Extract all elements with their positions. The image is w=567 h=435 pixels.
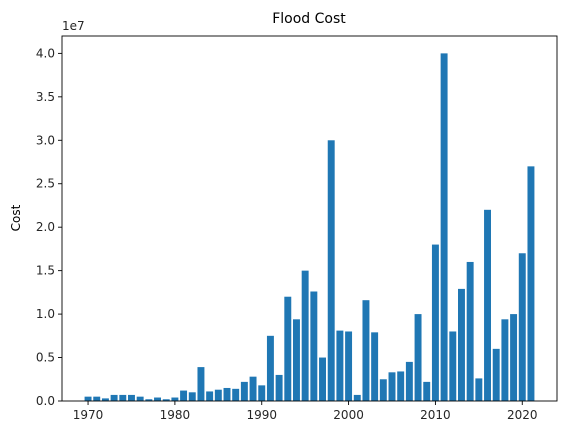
bar-2007 bbox=[405, 361, 413, 401]
y-tick-label: 1.0 bbox=[36, 307, 55, 321]
bar-1991 bbox=[266, 335, 274, 401]
y-ticks-group: 0.0 0.5 1.0 1.5 2.0 2.5 3.0 3.5 4.0 bbox=[36, 46, 62, 408]
x-tick-label: 1980 bbox=[160, 408, 191, 422]
bar-1990 bbox=[258, 385, 266, 401]
bar-1987 bbox=[232, 388, 240, 401]
bar-1989 bbox=[249, 376, 257, 401]
bar-2008 bbox=[414, 314, 422, 401]
bar-1985 bbox=[214, 389, 222, 401]
y-tick-label: 0.5 bbox=[36, 351, 55, 365]
bar-1971 bbox=[93, 396, 101, 401]
plot-frame bbox=[61, 35, 558, 402]
bar-1998 bbox=[327, 140, 335, 402]
bar-1976 bbox=[136, 396, 144, 401]
bar-1973 bbox=[110, 394, 118, 401]
bar-1982 bbox=[188, 392, 196, 401]
y-axis-label: Cost bbox=[9, 204, 23, 231]
bar-1992 bbox=[275, 374, 283, 401]
y-tick-label: 4.0 bbox=[36, 46, 55, 60]
bar-1983 bbox=[197, 367, 205, 401]
bar-2019 bbox=[510, 314, 518, 401]
bar-1996 bbox=[310, 291, 318, 401]
bar-1993 bbox=[284, 296, 292, 401]
bar-2012 bbox=[449, 331, 457, 401]
bar-1972 bbox=[101, 398, 109, 401]
y-offset-label: 1e7 bbox=[62, 19, 85, 33]
bar-1997 bbox=[319, 357, 326, 401]
bar-1975 bbox=[128, 394, 135, 401]
bar-2002 bbox=[362, 300, 370, 401]
x-tick-label: 1990 bbox=[246, 408, 277, 422]
y-tick-label: 2.5 bbox=[36, 177, 55, 191]
bar-2018 bbox=[501, 319, 509, 401]
bar-2004 bbox=[379, 379, 387, 401]
bar-2000 bbox=[345, 331, 353, 401]
bar-2009 bbox=[423, 381, 431, 401]
y-tick-label: 0.0 bbox=[36, 394, 55, 408]
bar-1999 bbox=[336, 330, 344, 401]
bar-1994 bbox=[293, 319, 300, 401]
x-tick-label: 2010 bbox=[420, 408, 451, 422]
bar-2021 bbox=[527, 166, 535, 401]
bar-2016 bbox=[484, 209, 491, 401]
y-tick-label: 2.0 bbox=[36, 220, 55, 234]
bar-1970 bbox=[84, 396, 92, 401]
bar-2015 bbox=[475, 378, 483, 401]
bar-1981 bbox=[180, 390, 188, 401]
bar-2003 bbox=[371, 332, 379, 401]
bar-1995 bbox=[301, 270, 309, 401]
bar-2001 bbox=[353, 394, 361, 401]
x-ticks-group: 1970 1980 1990 2000 2010 2020 bbox=[73, 401, 538, 422]
bar-2014 bbox=[466, 261, 474, 401]
bar-1979 bbox=[162, 399, 170, 401]
bar-1984 bbox=[206, 391, 214, 401]
y-tick-label: 3.0 bbox=[36, 133, 55, 147]
bar-2011 bbox=[440, 53, 448, 401]
chart-title: Flood Cost bbox=[272, 11, 346, 27]
x-tick-label: 2000 bbox=[333, 408, 364, 422]
bar-1977 bbox=[145, 399, 153, 401]
bar-1986 bbox=[223, 387, 231, 401]
bar-1974 bbox=[119, 394, 127, 401]
bar-2013 bbox=[458, 288, 465, 401]
bar-1980 bbox=[171, 397, 179, 401]
x-tick-label: 2020 bbox=[507, 408, 538, 422]
bar-2017 bbox=[492, 348, 500, 401]
bar-2006 bbox=[397, 371, 405, 401]
y-tick-label: 1.5 bbox=[36, 264, 55, 278]
y-tick-label: 3.5 bbox=[36, 90, 55, 104]
bar-1988 bbox=[240, 381, 248, 401]
bar-2010 bbox=[431, 244, 439, 401]
bar-2005 bbox=[388, 372, 396, 401]
bar-2020 bbox=[518, 253, 526, 401]
bars-group bbox=[84, 53, 535, 402]
x-tick-label: 1970 bbox=[73, 408, 104, 422]
bar-1978 bbox=[154, 397, 161, 401]
